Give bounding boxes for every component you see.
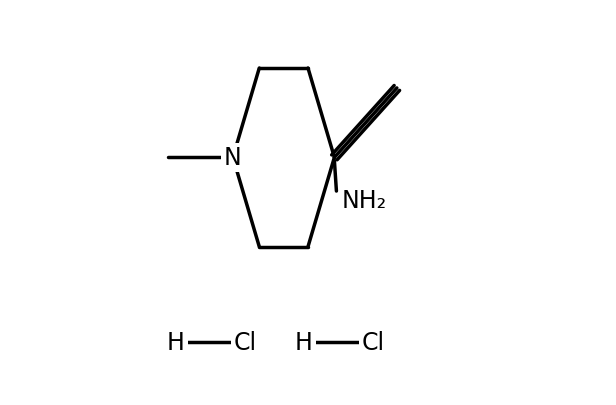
Text: H: H	[167, 330, 185, 354]
Text: N: N	[224, 146, 241, 170]
Text: Cl: Cl	[233, 330, 257, 354]
Text: H: H	[295, 330, 313, 354]
Text: NH₂: NH₂	[342, 188, 387, 213]
Text: Cl: Cl	[362, 330, 384, 354]
